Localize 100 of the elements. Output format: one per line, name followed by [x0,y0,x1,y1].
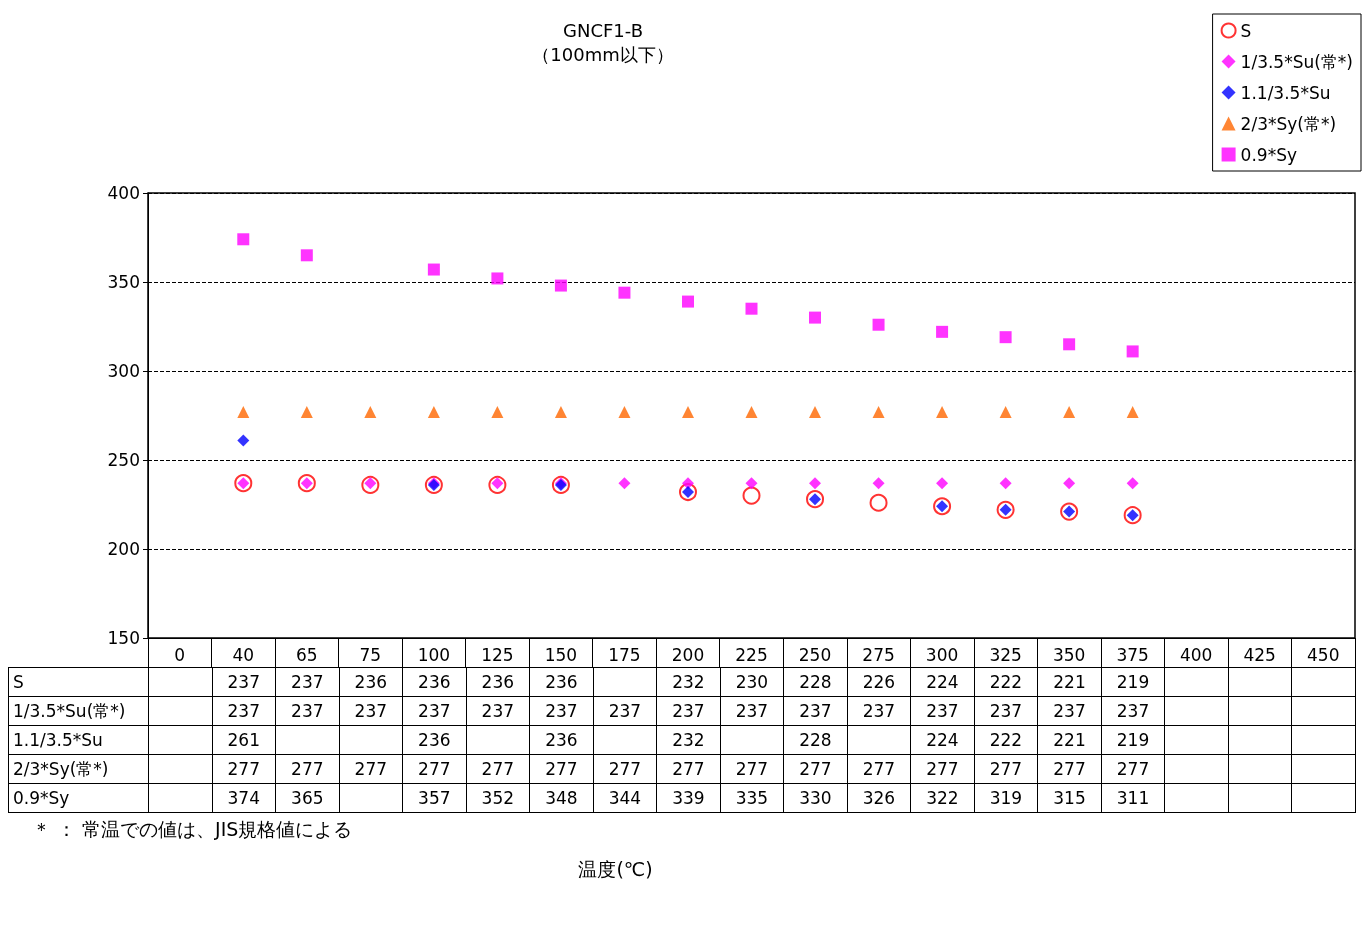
x-tick-label: 100 [417,644,451,665]
data-label: 326 [847,783,911,813]
y-tick-label: 250 [107,450,140,470]
legend-label: 1/3.5*Su(常*) [1240,51,1354,72]
x-tick-label: 75 [359,644,382,665]
x-tick-label: 400 [1179,644,1213,665]
data-label: 335 [720,783,784,813]
data-label: 277 [847,754,911,784]
data-label: 277 [466,754,530,784]
data-label: 237 [275,667,340,697]
x-tick-label: 325 [989,644,1022,665]
data-label: 236 [402,667,467,697]
data-label: 237 [720,696,784,726]
data-label: 219 [1101,725,1165,755]
data-label: 277 [1037,754,1102,784]
data-label: 277 [974,754,1038,784]
data-label: 319 [974,783,1038,813]
x-tick-label: 300 [925,644,959,665]
x-tick-label: 375 [1116,644,1149,665]
data-label: 277 [720,754,784,784]
y-tick-label: 150 [107,628,140,648]
data-label: 222 [974,725,1038,755]
text: ＊ ： 常温での値は、JIS規格値による [32,817,354,842]
x-tick-label: 425 [1243,644,1276,665]
data-label: 277 [783,754,848,784]
x-tick-label: 350 [1052,644,1086,665]
data-label: 232 [656,725,721,755]
data-label: 237 [339,696,403,726]
data-label: 237 [593,696,657,726]
x-tick-label: 65 [296,644,318,665]
data-label: 237 [1037,696,1102,726]
chart-subtitle: （100mm以下） [532,43,674,65]
text: 2/3*Sy(常*) [13,758,109,779]
data-label: 374 [212,783,276,813]
y-tick-label: 200 [107,539,140,559]
data-label: 344 [593,783,657,813]
x-tick-label: 250 [798,644,832,665]
data-label: 236 [402,725,467,755]
x-tick-label: 225 [735,644,768,665]
data-label: 221 [1037,725,1102,755]
x-tick-label: 200 [671,644,705,665]
x-tick-label: 0 [174,644,186,665]
data-label: 277 [212,754,276,784]
data-label: 277 [339,754,403,784]
x-tick-label: 275 [862,644,895,665]
data-label: 237 [656,696,721,726]
text: 温度(℃) [577,857,654,882]
data-label: 236 [529,667,594,697]
data-label: 236 [529,725,594,755]
chart-title: GNCF1-B [563,19,643,41]
legend-label: 0.9*Sy [1240,144,1297,165]
legend-label: S [1240,20,1252,41]
data-label: 237 [212,696,276,726]
data-label: 352 [466,783,530,813]
text: 0.9*Sy [13,788,70,808]
data-label: 237 [910,696,975,726]
data-label: 237 [974,696,1038,726]
data-label: 330 [783,783,848,813]
data-label: 236 [339,667,403,697]
data-label: 237 [847,696,911,726]
data-label: 237 [212,667,276,697]
data-label: 226 [847,667,911,697]
x-tick-label: 175 [608,644,641,665]
text: S [13,672,24,692]
data-label: 237 [1101,696,1165,726]
data-label: 277 [1101,754,1165,784]
x-tick-label: 150 [544,644,578,665]
data-label: 232 [656,667,721,697]
data-label: 277 [593,754,657,784]
x-tick-label: 40 [232,644,255,665]
data-label: 237 [466,696,530,726]
data-label: 277 [529,754,594,784]
data-label: 348 [529,783,594,813]
data-label: 224 [910,725,975,755]
data-label: 222 [974,667,1038,697]
data-label: 339 [656,783,721,813]
data-label: 322 [910,783,975,813]
y-tick-label: 400 [107,183,140,203]
y-tick-label: 300 [107,361,140,381]
data-label: 365 [275,783,340,813]
y-tick-label: 350 [107,272,140,292]
x-tick-label: 125 [481,644,514,665]
text: 1.1/3.5*Su [13,730,103,750]
data-label: 219 [1101,667,1165,697]
data-label: 230 [720,667,784,697]
data-label: 237 [783,696,848,726]
data-label: 357 [402,783,467,813]
legend-label: 1.1/3.5*Su [1240,82,1331,103]
legend-label: 2/3*Sy(常*) [1240,113,1337,134]
data-label: 236 [466,667,530,697]
data-label: 224 [910,667,975,697]
data-label: 221 [1037,667,1102,697]
data-label: 228 [783,725,848,755]
data-label: 277 [910,754,975,784]
data-label: 315 [1037,783,1102,813]
data-label: 311 [1101,783,1165,813]
data-label: 237 [275,696,340,726]
data-label: 277 [275,754,340,784]
data-label: 237 [529,696,594,726]
data-label: 261 [212,725,276,755]
